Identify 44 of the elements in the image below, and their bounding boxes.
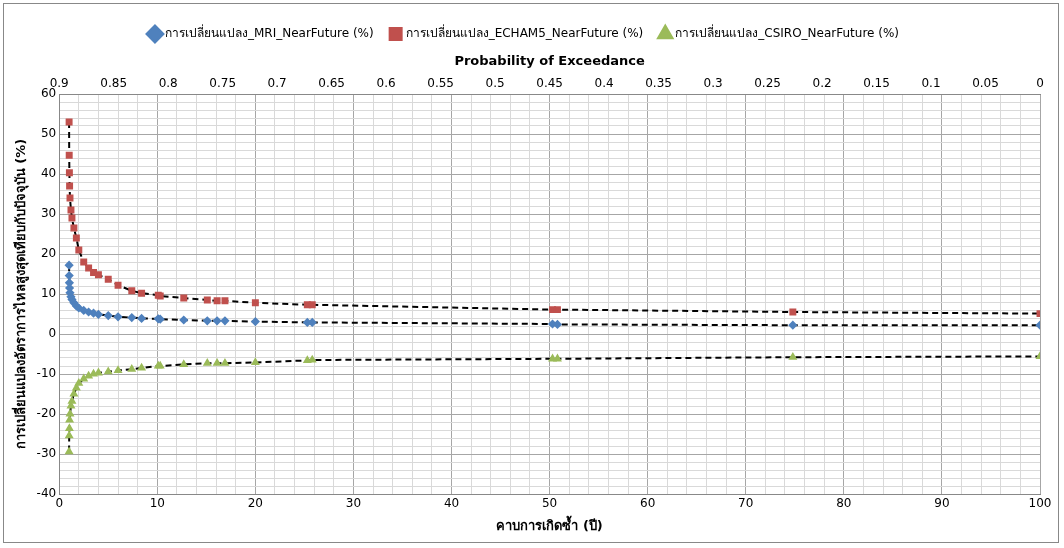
x2-tick-label: 0.4 — [594, 75, 614, 90]
y-tick-label: 20 — [40, 246, 57, 261]
x-tick-label: 60 — [640, 496, 656, 511]
x2-tick-label: 0.3 — [703, 75, 723, 90]
x-tick-label: 20 — [247, 496, 263, 511]
legend-label: การเปลี่ยนแปลง_CSIRO_NearFuture (%) — [675, 24, 900, 41]
x2-tick-label: 0.5 — [485, 75, 505, 90]
x2-tick-label: 0.1 — [921, 75, 941, 90]
y-axis-title: การเปลี่ยนแปลงอัตราการไหลสูงสุดเทียบกับปัจจุบัน (%) — [11, 138, 30, 450]
x-tick-label: 100 — [1028, 496, 1052, 511]
x2-axis-title: Probability of Exceedance — [454, 53, 645, 69]
x2-tick-label: 0.35 — [645, 75, 672, 90]
x-tick-label: 40 — [443, 496, 460, 511]
x2-tick-label: 0.25 — [754, 75, 781, 90]
y-tick-label: -30 — [36, 446, 57, 461]
x2-tick-label: 0.85 — [100, 75, 128, 90]
x-tick-label: 70 — [738, 496, 754, 511]
x2-tick-label: 0.65 — [318, 75, 345, 90]
x-tick-label: 50 — [541, 496, 558, 511]
y-tick-label: 30 — [40, 206, 57, 221]
x2-tick-label: 0 — [1036, 75, 1044, 90]
y-tick-label: 10 — [40, 286, 57, 301]
y-tick-label: -40 — [36, 486, 57, 501]
x-tick-label: 30 — [345, 496, 362, 511]
x2-tick-label: 0.45 — [536, 75, 563, 90]
y-tick-label: 0 — [48, 326, 57, 341]
x-tick-label: 90 — [934, 496, 950, 511]
x2-tick-label: 0.55 — [427, 75, 454, 90]
x-tick-label: 80 — [836, 496, 852, 511]
x2-tick-label: 0.15 — [863, 75, 890, 90]
y-tick-label: 40 — [40, 166, 57, 181]
y-tick-label: 50 — [40, 126, 57, 141]
y-tick-label: -10 — [36, 366, 57, 381]
x2-tick-label: 0.8 — [158, 75, 178, 90]
legend-label: การเปลี่ยนแปลง_MRI_NearFuture (%) — [164, 24, 374, 41]
x2-tick-label: 0.05 — [972, 75, 999, 90]
y-tick-label: -20 — [36, 406, 57, 421]
x-axis-title: คาบการเกิดซ้ำ (ปี) — [496, 514, 603, 533]
x2-tick-label: 0.75 — [209, 75, 237, 90]
x2-tick-label: 0.7 — [267, 75, 287, 90]
legend-label: การเปลี่ยนแปลง_ECHAM5_NearFuture (%) — [405, 24, 644, 41]
x2-tick-label: 0.2 — [812, 75, 832, 90]
x-tick-label: 10 — [149, 496, 165, 511]
x2-tick-label: 0.6 — [376, 75, 396, 90]
